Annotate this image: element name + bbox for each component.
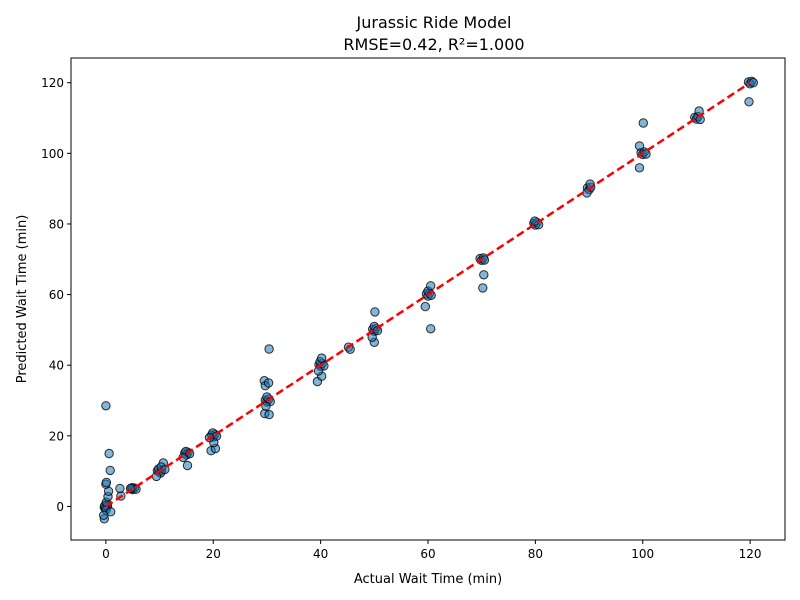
y-axis-ticks: 0 20 40 60 80 100 120 [41,76,71,514]
x-tick-label: 100 [631,547,654,561]
data-point [748,78,758,88]
data-point [264,409,274,420]
y-tick-label: 100 [41,147,64,161]
data-point [104,448,114,459]
data-point [115,483,125,494]
y-tick-label: 0 [56,500,64,514]
data-point [182,460,193,471]
data-point [264,344,274,354]
data-point [261,401,271,411]
data-point [634,141,645,151]
data-points [99,76,758,524]
chart-subtitle: RMSE=0.42, R²=1.000 [343,35,524,54]
data-point [367,332,377,342]
x-tick-label: 60 [420,547,435,561]
data-point [744,97,754,107]
y-tick-label: 20 [49,429,64,443]
data-point [634,163,645,173]
x-tick-label: 20 [206,547,221,561]
data-point [317,353,327,363]
y-tick-label: 120 [41,76,64,90]
reference-line [105,81,751,508]
x-tick-label: 120 [739,547,762,561]
data-point [426,324,436,334]
data-point [263,378,274,388]
data-point [479,270,489,280]
data-point [101,401,111,411]
data-point [99,510,109,520]
x-axis-label: Actual Wait Time (min) [354,572,502,587]
x-tick-label: 0 [102,547,110,561]
y-tick-label: 60 [49,288,64,302]
y-axis-label: Predicted Wait Time (min) [15,215,30,384]
data-point [105,465,115,476]
data-point [478,283,488,293]
data-point [638,118,648,128]
chart-title: Jurassic Ride Model [356,13,512,32]
x-axis-ticks: 0 20 40 60 80 100 120 [102,540,762,561]
data-point [370,307,380,317]
x-tick-label: 40 [313,547,328,561]
data-point [426,281,436,291]
x-tick-label: 80 [528,547,543,561]
reference-line-layer [105,81,751,508]
data-point [420,301,430,312]
y-tick-label: 40 [49,359,64,373]
y-tick-label: 80 [49,217,64,231]
data-point [101,477,112,488]
